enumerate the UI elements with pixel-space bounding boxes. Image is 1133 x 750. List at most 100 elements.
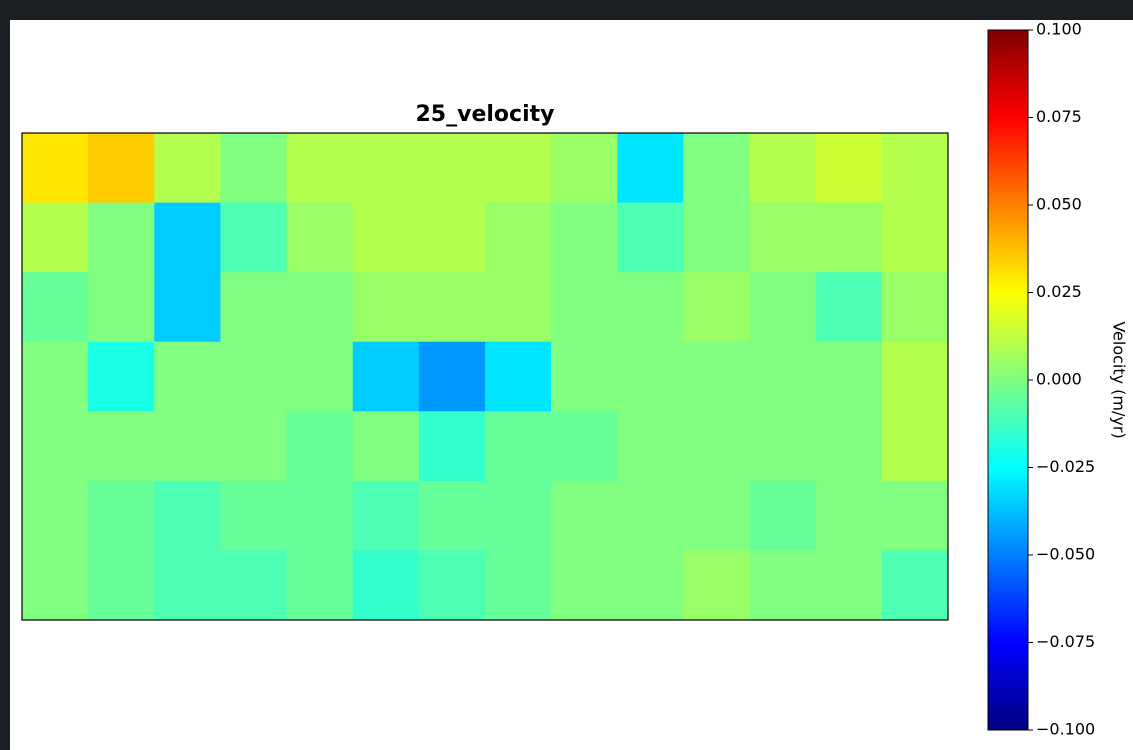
heatmap-cell (286, 550, 354, 621)
heatmap-cell (485, 480, 552, 551)
heatmap-cell (617, 411, 684, 482)
heatmap-cell (485, 202, 552, 273)
heatmap-cell (551, 411, 618, 482)
heatmap-cell (22, 133, 89, 204)
heatmap-cell (352, 272, 420, 343)
heatmap-cell (418, 480, 486, 551)
heatmap-cell (815, 133, 883, 204)
heatmap-cell (485, 272, 552, 343)
colorbar-tick-label: 0.100 (1036, 20, 1082, 39)
heatmap-cell (220, 550, 288, 621)
heatmap-cell (881, 272, 949, 343)
heatmap-cell (683, 341, 751, 412)
heatmap-cell (815, 550, 883, 621)
heatmap-cell (683, 550, 751, 621)
heatmap-cell (220, 202, 288, 273)
heatmap-cell (617, 272, 684, 343)
heatmap-cell (286, 133, 354, 204)
heatmap-cell (418, 202, 486, 273)
heatmap-cell (154, 133, 221, 204)
heatmap-cell (749, 411, 817, 482)
heatmap-cell (815, 480, 883, 551)
heatmap-cell (683, 202, 751, 273)
heatmap-cell (749, 480, 817, 551)
colorbar-tick-label: 0.050 (1036, 195, 1082, 214)
heatmap-cell (88, 411, 155, 482)
colorbar-tick-label: −0.050 (1036, 545, 1095, 564)
heatmap-cell (286, 411, 354, 482)
chart-title: 25_velocity (416, 102, 555, 127)
heatmap-cell (22, 550, 89, 621)
heatmap-cell (617, 133, 684, 204)
heatmap-cell (683, 272, 751, 343)
heatmap-cell (551, 550, 618, 621)
heatmap-cell (220, 411, 288, 482)
heatmap-cell (220, 272, 288, 343)
heatmap-cell (485, 133, 552, 204)
heatmap-cell (749, 272, 817, 343)
heatmap-cell (551, 133, 618, 204)
heatmap-cell (352, 411, 420, 482)
heatmap-cell (551, 480, 618, 551)
heatmap-cell (418, 272, 486, 343)
heatmap-cell (154, 480, 221, 551)
heatmap-cell (352, 550, 420, 621)
heatmap-cell (22, 480, 89, 551)
heatmap-cell (551, 202, 618, 273)
heatmap-cell (749, 550, 817, 621)
heatmap-cell (815, 341, 883, 412)
heatmap-cell (286, 480, 354, 551)
heatmap-cell (352, 202, 420, 273)
heatmap-cell (88, 480, 155, 551)
heatmap-cell (352, 133, 420, 204)
heatmap-cell (749, 341, 817, 412)
heatmap-cell (286, 272, 354, 343)
colorbar-tick-label: −0.075 (1036, 632, 1095, 651)
colorbar-tick-label: 0.000 (1036, 370, 1082, 389)
heatmap-cell (551, 272, 618, 343)
colorbar-tick-label: 0.025 (1036, 282, 1082, 301)
heatmap-cell (485, 341, 552, 412)
heatmap-cell (418, 133, 486, 204)
heatmap-cell (220, 133, 288, 204)
axes-frame (21, 132, 949, 621)
heatmap-cell (88, 202, 155, 273)
heatmap-cell (22, 272, 89, 343)
colorbar (987, 29, 1029, 731)
heatmap-cell (352, 480, 420, 551)
colorbar-tick-label: −0.100 (1036, 720, 1095, 739)
heatmap-cell (286, 202, 354, 273)
colorbar-tick-label: 0.075 (1036, 107, 1082, 126)
heatmap-cell (617, 550, 684, 621)
heatmap-cell (154, 411, 221, 482)
heatmap-cell (881, 411, 949, 482)
heatmap-cell (154, 272, 221, 343)
heatmap-cell (485, 550, 552, 621)
heatmap-cell (749, 202, 817, 273)
heatmap-cell (617, 202, 684, 273)
heatmap-cell (881, 341, 949, 412)
heatmap-cell (815, 272, 883, 343)
heatmap-cell (154, 341, 221, 412)
heatmap-cell (749, 133, 817, 204)
heatmap-cell (881, 133, 949, 204)
heatmap-cell (617, 341, 684, 412)
heatmap-cell (815, 202, 883, 273)
heatmap-cell (154, 202, 221, 273)
heatmap-cell (22, 411, 89, 482)
heatmap-cell (418, 341, 486, 412)
heatmap-cell (220, 480, 288, 551)
heatmap-cell (88, 272, 155, 343)
heatmap-cell (22, 202, 89, 273)
colorbar-label: Velocity (m/yr) (1110, 321, 1129, 438)
heatmap-cell (881, 202, 949, 273)
heatmap-cell (88, 341, 155, 412)
heatmap-cell (286, 341, 354, 412)
heatmap-cell (418, 411, 486, 482)
heatmap-cell (551, 341, 618, 412)
heatmap-cell (683, 133, 751, 204)
heatmap-cell (485, 411, 552, 482)
heatmap-cell (154, 550, 221, 621)
